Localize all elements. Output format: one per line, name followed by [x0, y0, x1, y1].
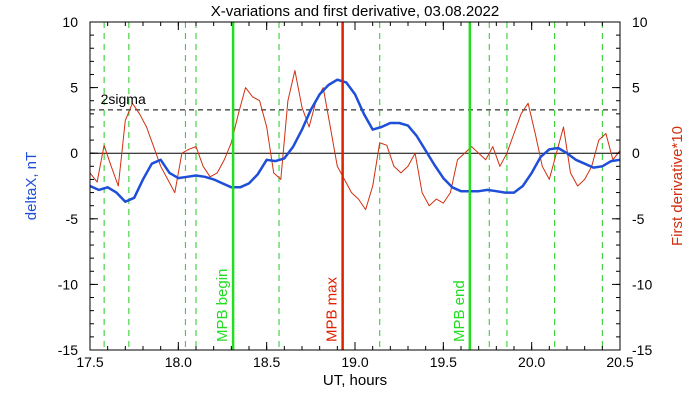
y-left-axis-label: deltaX, nT — [23, 152, 40, 220]
text-layer: 2sigma MPB begin MPB max MPB end 17.5 18.0 18.… — [23, 3, 686, 389]
x-tick-label: 18.0 — [165, 354, 192, 370]
x-tick-label: 19.5 — [430, 354, 457, 370]
y-left-tick-label: -15 — [58, 342, 78, 358]
axes-layer — [89, 21, 621, 351]
x-tick-label: 19.0 — [341, 354, 368, 370]
y-left-tick-label: 0 — [70, 145, 78, 161]
x-tick-label: 20.5 — [606, 354, 633, 370]
y-left-tick-label: 5 — [70, 80, 78, 96]
x-tick-label: 18.5 — [253, 354, 280, 370]
y-right-tick-label: 5 — [632, 80, 640, 96]
mpb-marker-label: MPB max — [324, 276, 341, 342]
chart-title: X-variations and first derivative, 03.08… — [211, 3, 500, 20]
y-right-tick-label: 0 — [632, 145, 640, 161]
deltax-series-line — [89, 78, 621, 203]
plot-frame — [89, 21, 621, 351]
mpb-marker-label: MPB begin — [214, 269, 231, 342]
y-right-axis-label: First derivative*10 — [669, 126, 686, 246]
x-axis-label: UT, hours — [323, 372, 387, 389]
y-right-tick-label: -10 — [632, 276, 652, 292]
x-tick-label: 17.5 — [76, 354, 103, 370]
y-right-tick-label: -5 — [632, 211, 645, 227]
y-left-tick-label: -5 — [66, 211, 79, 227]
mpb-marker-label: MPB end — [451, 280, 468, 342]
y-right-tick-label: 10 — [632, 14, 648, 30]
y-left-tick-label: 10 — [62, 14, 78, 30]
y-right-tick-label: -15 — [632, 342, 652, 358]
x-tick-label: 20.0 — [518, 354, 545, 370]
data-layer — [89, 22, 621, 350]
derivative-series-line — [89, 70, 621, 211]
y-left-tick-label: -10 — [58, 276, 78, 292]
grid-layer — [90, 22, 620, 350]
sigma-label: 2sigma — [101, 91, 146, 107]
